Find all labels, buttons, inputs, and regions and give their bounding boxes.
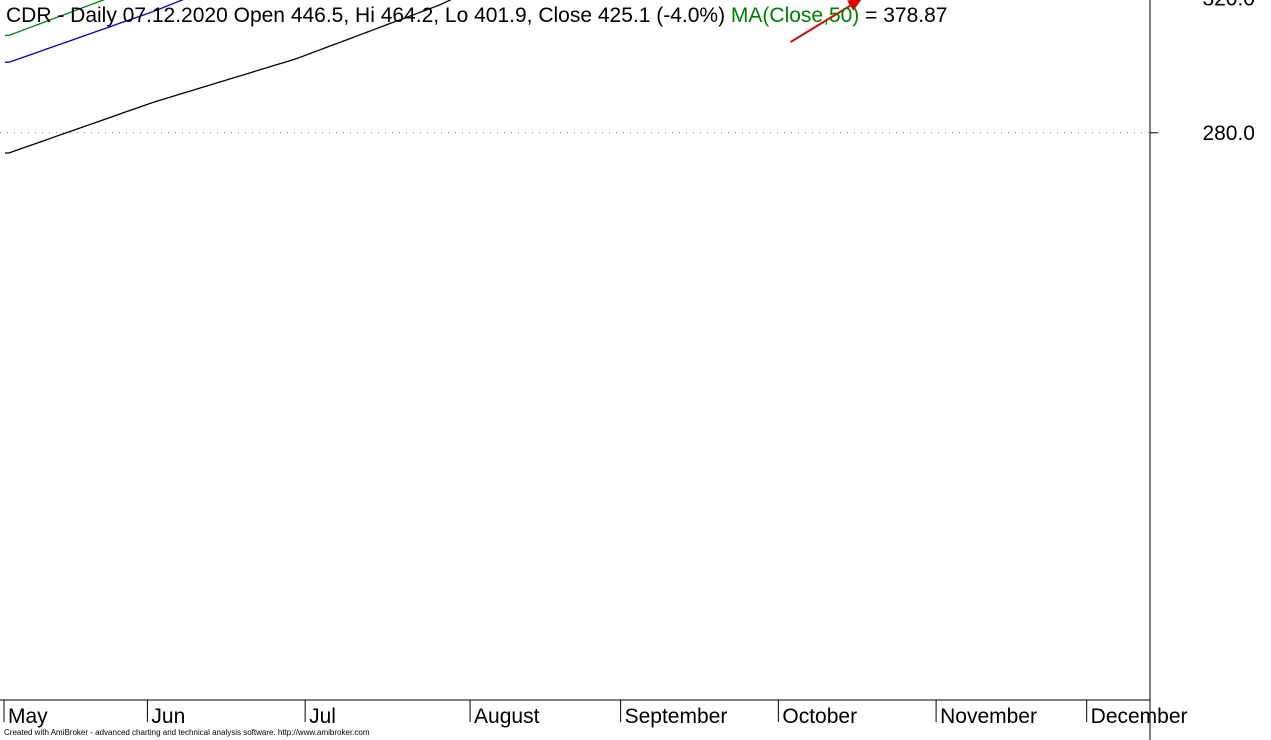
chart-header: CDR - Daily 07.12.2020 Open 446.5, Hi 46… bbox=[6, 4, 947, 28]
x-axis: May Jun Jul August September October November D… bbox=[0, 699, 1188, 728]
x-tick-label: August bbox=[474, 705, 540, 728]
ma200-path bbox=[5, 0, 452, 154]
header-prefix: CDR - Daily 07.12.2020 Open 446.5, Hi 46… bbox=[6, 4, 731, 27]
x-tick-label: May bbox=[8, 705, 48, 728]
y-axis: 280.0320.0360.0400.0440.0 bbox=[1149, 0, 1255, 740]
x-tick-label: Jun bbox=[151, 705, 185, 728]
x-tick-label: Jul bbox=[309, 705, 336, 728]
x-tick-label: November bbox=[940, 705, 1037, 728]
x-tick-label: December bbox=[1091, 705, 1188, 728]
y-tick-label: 280.0 bbox=[1202, 122, 1255, 145]
y-tick-label: 320.0 bbox=[1202, 0, 1255, 10]
footer-credit: Created with AmiBroker - advanced charti… bbox=[4, 728, 370, 737]
arrow-head bbox=[847, 0, 862, 11]
x-tick-label: October bbox=[782, 705, 857, 728]
horizontal-gridlines bbox=[0, 132, 1150, 134]
ma200-line bbox=[5, 0, 452, 154]
annotation-arrow bbox=[790, 0, 862, 43]
header-ma-label: MA(Close,50) bbox=[730, 4, 860, 27]
annotation-arrows bbox=[790, 0, 862, 43]
x-tick-label: September bbox=[625, 705, 728, 728]
header-ma-value: = 378.87 bbox=[859, 4, 948, 27]
